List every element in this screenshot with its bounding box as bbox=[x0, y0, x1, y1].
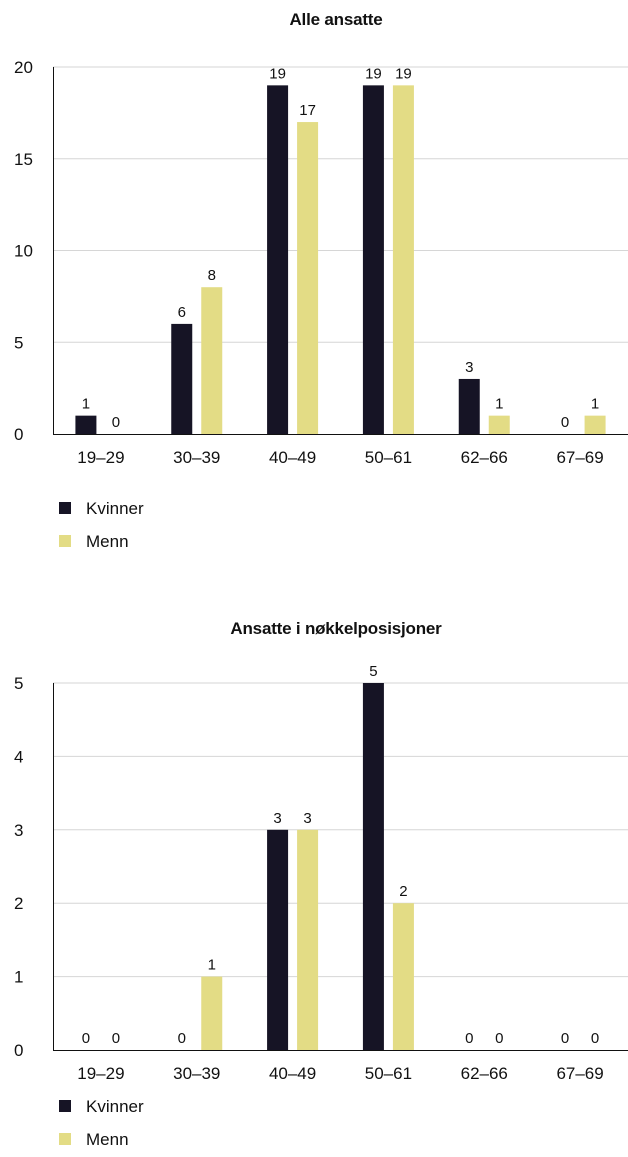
bar-menn-50–61 bbox=[392, 85, 414, 434]
bar-kvinner-50–61 bbox=[362, 85, 384, 434]
data-label: 17 bbox=[299, 102, 316, 119]
data-label: 1 bbox=[82, 396, 90, 413]
y-tick-label: 5 bbox=[14, 333, 23, 352]
x-tick-label: 19–29 bbox=[77, 448, 124, 467]
x-tick-label: 40–49 bbox=[269, 448, 316, 467]
data-label: 8 bbox=[208, 267, 216, 284]
y-tick-label: 0 bbox=[14, 1041, 23, 1060]
data-label: 0 bbox=[591, 1030, 599, 1047]
bar-menn-50–61 bbox=[392, 903, 414, 1050]
x-tick-label: 67–69 bbox=[556, 1064, 603, 1083]
chart-title: Ansatte i nøkkelposisjoner bbox=[230, 619, 442, 638]
data-label: 19 bbox=[269, 65, 286, 82]
chart-title: Alle ansatte bbox=[289, 10, 382, 29]
chart-ansatte-i-nokkelposisjoner: Ansatte i nøkkelposisjoner 0 1 2 3 4 5 19–29 0 0… bbox=[14, 619, 628, 1149]
x-tick-label: 50–61 bbox=[365, 1064, 412, 1083]
y-tick-label: 1 bbox=[14, 968, 23, 987]
data-label: 3 bbox=[465, 359, 473, 376]
data-label: 2 bbox=[399, 883, 407, 900]
data-label: 0 bbox=[82, 1030, 90, 1047]
data-label: 19 bbox=[365, 65, 382, 82]
data-label: 19 bbox=[395, 65, 412, 82]
bar-menn-62–66 bbox=[488, 415, 510, 434]
x-tick-label: 62–66 bbox=[461, 448, 508, 467]
legend-swatch-kvinner bbox=[59, 1100, 71, 1112]
y-tick-label: 2 bbox=[14, 894, 23, 913]
data-label: 0 bbox=[561, 1030, 569, 1047]
x-tick-label: 19–29 bbox=[77, 1064, 124, 1083]
legend-label-menn: Menn bbox=[86, 1130, 129, 1149]
bar-menn-67–69 bbox=[584, 415, 606, 434]
y-tick-label: 0 bbox=[14, 425, 23, 444]
data-label: 0 bbox=[561, 414, 569, 431]
y-tick-label: 4 bbox=[14, 747, 23, 766]
y-tick-label: 3 bbox=[14, 821, 23, 840]
x-tick-label: 30–39 bbox=[173, 1064, 220, 1083]
bar-kvinner-30–39 bbox=[171, 323, 193, 434]
bar-menn-40–49 bbox=[297, 122, 319, 435]
y-tick-label: 5 bbox=[14, 674, 23, 693]
data-label: 3 bbox=[303, 810, 311, 827]
y-tick-label: 20 bbox=[14, 58, 33, 77]
bar-menn-30–39 bbox=[201, 287, 223, 434]
x-tick-label: 62–66 bbox=[461, 1064, 508, 1083]
data-label: 0 bbox=[465, 1030, 473, 1047]
legend-label-menn: Menn bbox=[86, 532, 129, 551]
legend-swatch-kvinner bbox=[59, 502, 71, 514]
bar-menn-40–49 bbox=[297, 829, 319, 1050]
x-tick-label: 67–69 bbox=[556, 448, 603, 467]
bar-kvinner-40–49 bbox=[267, 85, 289, 434]
data-label: 3 bbox=[273, 810, 281, 827]
x-tick-label: 40–49 bbox=[269, 1064, 316, 1083]
chart-alle-ansatte: Alle ansatte 0510152019–291030–396840–49… bbox=[14, 10, 628, 551]
x-tick-label: 30–39 bbox=[173, 448, 220, 467]
data-label: 1 bbox=[495, 396, 503, 413]
legend-label-kvinner: Kvinner bbox=[86, 499, 144, 518]
data-label: 6 bbox=[178, 304, 186, 321]
legend-swatch-menn bbox=[59, 1133, 71, 1145]
y-tick-label: 10 bbox=[14, 242, 33, 261]
bar-kvinner-50–61 bbox=[362, 683, 384, 1050]
x-tick-label: 50–61 bbox=[365, 448, 412, 467]
data-label: 5 bbox=[369, 663, 377, 680]
legend-label-kvinner: Kvinner bbox=[86, 1097, 144, 1116]
y-tick-label: 15 bbox=[14, 150, 33, 169]
data-label: 1 bbox=[208, 957, 216, 974]
data-label: 0 bbox=[112, 1030, 120, 1047]
data-label: 0 bbox=[495, 1030, 503, 1047]
legend-swatch-menn bbox=[59, 535, 71, 547]
bar-menn-30–39 bbox=[201, 976, 223, 1050]
data-label: 1 bbox=[591, 396, 599, 413]
data-label: 0 bbox=[178, 1030, 186, 1047]
bar-kvinner-19–29 bbox=[75, 415, 97, 434]
bar-kvinner-62–66 bbox=[458, 378, 480, 434]
bar-kvinner-40–49 bbox=[267, 829, 289, 1050]
data-label: 0 bbox=[112, 414, 120, 431]
